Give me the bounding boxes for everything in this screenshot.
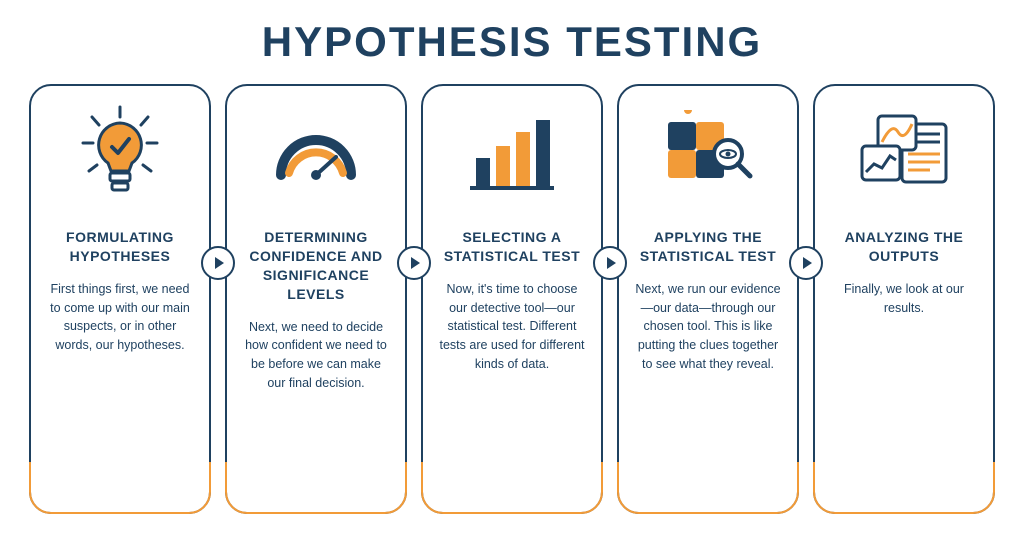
step-title: FORMULATING HYPOTHESES [41,228,199,266]
step-card-formulating: FORMULATING HYPOTHESES First things firs… [29,84,211,514]
step-title: ANALYZING THE OUTPUTS [825,228,983,266]
step-body: Finally, we look at our results. [825,280,983,318]
step-card-confidence: DETERMINING CONFIDENCE AND SIGNIFICANCE … [225,84,407,514]
step-body: First things first, we need to come up w… [41,280,199,355]
page-title: HYPOTHESIS TESTING [0,0,1024,74]
barchart-icon [462,100,562,210]
chevron-right-icon [607,257,616,269]
step-body: Next, we run our evidence—our data—throu… [629,280,787,374]
steps-row: FORMULATING HYPOTHESES First things firs… [0,74,1024,514]
connector-arrow [789,246,823,280]
chevron-right-icon [803,257,812,269]
chevron-right-icon [215,257,224,269]
reports-icon [852,100,956,210]
step-title: APPLYING THE STATISTICAL TEST [629,228,787,266]
connector-arrow [397,246,431,280]
step-body: Next, we need to decide how confident we… [237,318,395,393]
step-title: SELECTING A STATISTICAL TEST [433,228,591,266]
lightbulb-check-icon [77,100,163,210]
connector-arrow [593,246,627,280]
gauge-icon [266,100,366,210]
connector-arrow [201,246,235,280]
step-title: DETERMINING CONFIDENCE AND SIGNIFICANCE … [237,228,395,304]
chevron-right-icon [411,257,420,269]
step-card-selecting: SELECTING A STATISTICAL TEST Now, it's t… [421,84,603,514]
puzzle-magnify-icon [658,100,758,210]
step-card-applying: APPLYING THE STATISTICAL TEST Next, we r… [617,84,799,514]
step-body: Now, it's time to choose our detective t… [433,280,591,374]
step-card-analyzing: ANALYZING THE OUTPUTS Finally, we look a… [813,84,995,514]
